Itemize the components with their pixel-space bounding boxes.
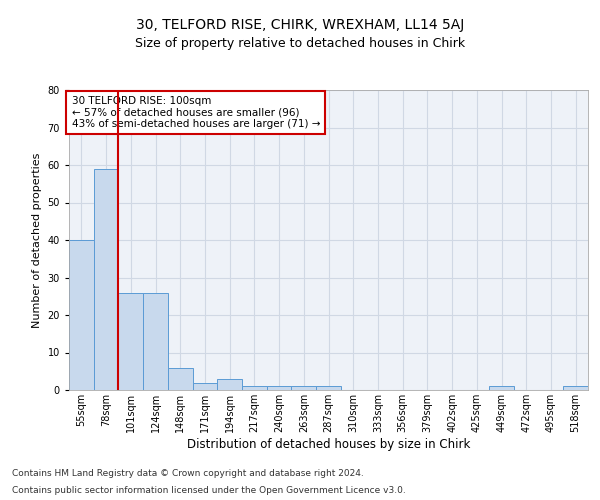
Bar <box>168 368 193 390</box>
Text: Contains HM Land Registry data © Crown copyright and database right 2024.: Contains HM Land Registry data © Crown c… <box>12 468 364 477</box>
Bar <box>267 386 292 390</box>
Bar <box>563 386 588 390</box>
Text: Contains public sector information licensed under the Open Government Licence v3: Contains public sector information licen… <box>12 486 406 495</box>
Bar <box>292 386 316 390</box>
Bar <box>69 240 94 390</box>
Text: 30, TELFORD RISE, CHIRK, WREXHAM, LL14 5AJ: 30, TELFORD RISE, CHIRK, WREXHAM, LL14 5… <box>136 18 464 32</box>
Bar <box>118 292 143 390</box>
Bar <box>143 292 168 390</box>
X-axis label: Distribution of detached houses by size in Chirk: Distribution of detached houses by size … <box>187 438 470 450</box>
Text: 30 TELFORD RISE: 100sqm
← 57% of detached houses are smaller (96)
43% of semi-de: 30 TELFORD RISE: 100sqm ← 57% of detache… <box>71 96 320 129</box>
Bar <box>242 386 267 390</box>
Bar <box>193 382 217 390</box>
Bar <box>94 169 118 390</box>
Y-axis label: Number of detached properties: Number of detached properties <box>32 152 42 328</box>
Bar <box>217 379 242 390</box>
Text: Size of property relative to detached houses in Chirk: Size of property relative to detached ho… <box>135 38 465 51</box>
Bar <box>316 386 341 390</box>
Bar <box>489 386 514 390</box>
